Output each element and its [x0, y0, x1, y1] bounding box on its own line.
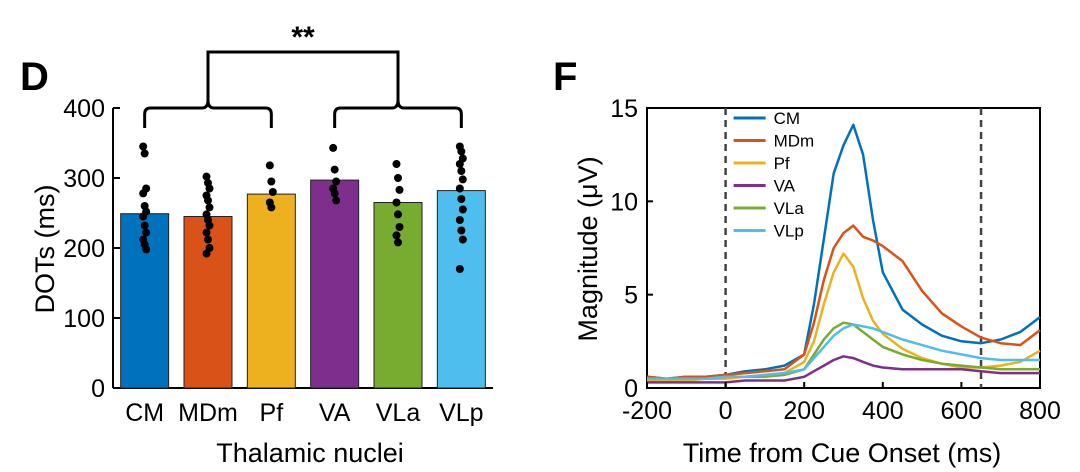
- panel-f-xtick-label: -200: [622, 397, 672, 425]
- panel-d-ylabel: DOTs (ms): [30, 185, 60, 314]
- data-point-vlp: [458, 205, 467, 214]
- panel-d-ytick-label: 0: [91, 375, 105, 403]
- bracket-group-1: [143, 99, 273, 128]
- data-point-mdm: [204, 235, 212, 244]
- data-point-cm: [140, 221, 149, 230]
- data-point-vla: [395, 223, 404, 231]
- legend-label-va: VA: [774, 177, 796, 196]
- panel-f-xlabel: Time from Cue Onset (ms): [683, 438, 1002, 468]
- series-line-pf: [647, 252, 1041, 382]
- data-point-va: [330, 189, 339, 198]
- panel-f-frame: [646, 107, 1041, 389]
- bar-va: [310, 179, 360, 389]
- series-line-mdm: [646, 224, 1041, 380]
- data-point-va: [332, 177, 341, 186]
- panel-d-xtick-label: VLa: [376, 399, 421, 427]
- panel-f-ytick-label: 5: [624, 282, 638, 310]
- panel-d-xtick-label: VLp: [439, 399, 483, 427]
- data-point-vla: [394, 174, 402, 182]
- panel-d-axes: [112, 108, 493, 389]
- panel-d-ytick-label: 200: [63, 235, 105, 263]
- panel-f-legend: CM MDm Pf VA VLa VLp: [733, 109, 815, 241]
- panel-f-letter: F: [553, 55, 577, 99]
- data-point-cm: [142, 228, 151, 237]
- data-point-pf: [265, 161, 274, 170]
- significance-label: **: [291, 21, 315, 54]
- panel-d-xtick-label: MDm: [178, 399, 238, 427]
- data-point-vlp: [458, 175, 467, 184]
- panel-f-ytick-label: 10: [610, 188, 638, 216]
- panel-f-ylabel: Magnitude (μV): [573, 156, 603, 341]
- data-point-vlp: [455, 265, 464, 273]
- data-point-vlp: [455, 184, 464, 193]
- data-point-pf: [267, 177, 276, 186]
- data-point-pf: [268, 188, 277, 196]
- legend-label-pf: Pf: [774, 154, 790, 173]
- panel-f-ytick-label: 0: [624, 375, 638, 403]
- panel-d-bars: [120, 179, 486, 389]
- data-point-vlp: [457, 226, 466, 235]
- panel-d-xtick-label: CM: [125, 399, 164, 427]
- data-point-vlp: [458, 235, 467, 244]
- data-point-vla: [394, 210, 402, 219]
- bracket-group-2: [333, 99, 463, 128]
- data-point-mdm: [202, 249, 211, 258]
- panel-d-ytick-label: 100: [63, 305, 105, 333]
- data-point-vla: [394, 238, 402, 247]
- panel-f-xtick-label: 800: [1019, 397, 1061, 425]
- series-line-vlp: [647, 323, 1040, 380]
- panel-d-ytick-label: 400: [63, 95, 105, 123]
- legend-label-vla: VLa: [774, 199, 805, 218]
- data-point-vla: [392, 231, 401, 240]
- bracket-comparison: [206, 50, 400, 100]
- data-point-mdm: [205, 221, 214, 230]
- data-point-mdm: [202, 228, 211, 237]
- panel-f-ytick-label: 15: [610, 95, 638, 123]
- panel-f-axes: [646, 107, 1041, 389]
- panel-d-xtick-label: VA: [319, 399, 351, 427]
- data-point-va: [330, 165, 339, 174]
- panel-d-xlabel: Thalamic nuclei: [216, 438, 404, 468]
- panel-d-brackets: [143, 50, 463, 128]
- data-point-vlp: [457, 167, 466, 175]
- data-point-mdm: [205, 203, 214, 212]
- data-point-cm: [142, 245, 151, 254]
- panel-f-xtick-label: 0: [719, 397, 733, 425]
- data-point-vlp: [455, 160, 464, 168]
- legend-label-vlp: VLp: [774, 222, 804, 241]
- panel-f-xtick-label: 600: [941, 397, 983, 425]
- data-point-mdm: [205, 184, 214, 193]
- legend-label-mdm: MDm: [774, 132, 815, 151]
- data-point-vlp: [455, 216, 464, 224]
- panel-f-lines: [646, 123, 1041, 384]
- data-point-va: [329, 143, 338, 152]
- data-point-cm: [139, 189, 148, 198]
- panel-d-points: [139, 142, 467, 273]
- panel-d-ytick-label: 300: [63, 165, 105, 193]
- data-point-mdm: [202, 172, 211, 181]
- data-point-cm: [140, 149, 149, 158]
- panel-f-vlines: [724, 108, 983, 388]
- data-point-va: [332, 196, 341, 205]
- data-point-cm: [139, 212, 148, 221]
- data-point-vla: [392, 198, 401, 207]
- panel-d-xtick-label: Pf: [260, 399, 284, 427]
- data-point-mdm: [204, 196, 212, 205]
- data-point-vla: [395, 185, 404, 194]
- data-point-vla: [392, 160, 401, 168]
- panel-d-ticks: 0 100 200 300 400 CM MDm Pf VA VLa VLp: [63, 95, 483, 427]
- data-point-vlp: [457, 195, 466, 203]
- bar-pf: [246, 193, 296, 389]
- panel-d-letter: D: [20, 55, 49, 99]
- panel-f-xtick-label: 400: [862, 397, 904, 425]
- legend-label-cm: CM: [774, 109, 800, 128]
- data-point-cm: [139, 142, 148, 151]
- panel-f-xtick-label: 200: [783, 397, 825, 425]
- data-point-vlp: [457, 147, 466, 156]
- data-point-pf: [267, 203, 276, 212]
